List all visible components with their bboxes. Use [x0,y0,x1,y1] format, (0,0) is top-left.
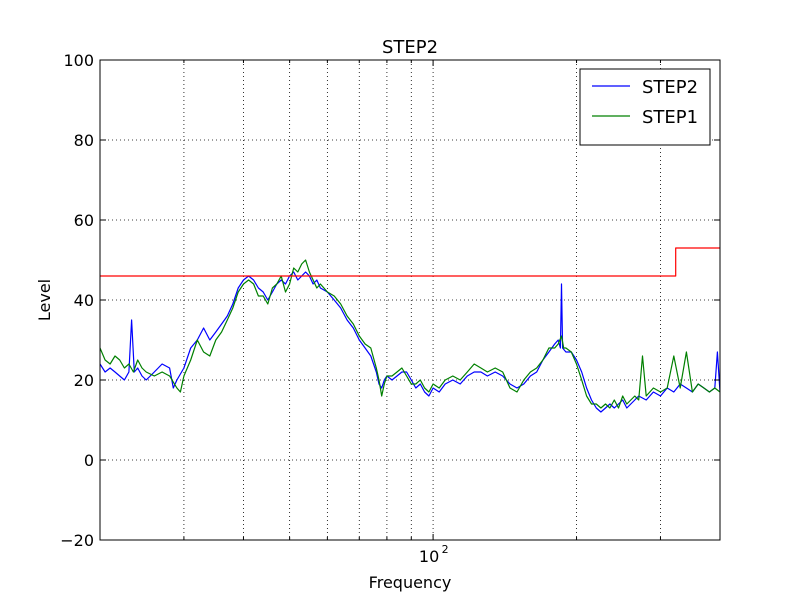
y-tick-label: −20 [60,531,94,550]
ticks: −20 0 20 40 60 80 100 10 2 [60,51,720,566]
y-tick-label: 40 [74,291,94,310]
threshold-line [100,247,720,277]
x-tick-label: 10 [419,547,439,566]
chart-title: STEP2 [382,37,438,58]
legend-box [579,68,711,146]
step2-line [100,271,720,413]
step1-line [100,259,720,409]
y-tick-label: 0 [84,451,94,470]
x-axis-label: Frequency [369,573,452,592]
x-tick-label-exponent: 2 [442,543,449,556]
legend: STEP2 STEP1 [579,68,711,146]
legend-label-step2: STEP2 [642,77,698,98]
y-tick-label: 20 [74,371,94,390]
y-axis-label: Level [35,279,54,321]
y-tick-label: 60 [74,211,94,230]
series-group [100,247,720,413]
y-tick-label: 100 [63,51,94,70]
legend-label-step1: STEP1 [642,107,698,128]
y-tick-label: 80 [74,131,94,150]
